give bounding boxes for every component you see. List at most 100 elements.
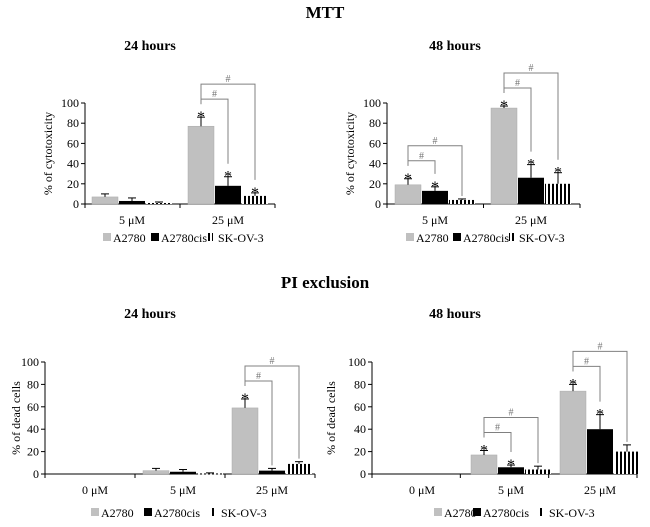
legend-swatch-sk-ov-3: [211, 508, 216, 516]
section-title-pi-exclusion: PI exclusion: [281, 273, 370, 292]
bar-sk-ov-3: [614, 451, 640, 474]
bar-a2780: [91, 196, 119, 205]
y-axis-label: % of dead cells: [324, 381, 338, 455]
significance-star: *: [480, 442, 488, 459]
y-tick-label: 20: [27, 445, 39, 459]
x-tick-label: 0 μM: [409, 483, 435, 497]
x-tick-label: 25 μM: [584, 483, 616, 497]
significance-bracket: [407, 160, 436, 174]
bracket-label: #: [584, 356, 589, 367]
legend-label: A2780cis: [483, 506, 529, 520]
y-tick-label: 20: [67, 177, 79, 191]
y-tick-label: 40: [67, 157, 79, 171]
x-tick-label: 5 μM: [170, 483, 196, 497]
bar-a2780: [490, 107, 518, 205]
y-tick-label: 20: [354, 445, 366, 459]
legend-swatch-a2780cis: [473, 508, 481, 516]
chart-title: 24 hours: [124, 39, 176, 54]
bar-sk-ov-3: [146, 202, 172, 204]
x-tick-label: 25 μM: [212, 213, 244, 227]
bar-a2780cis: [259, 470, 285, 474]
bar-sk-ov-3: [286, 463, 312, 474]
chart-title: 48 hours: [429, 307, 481, 322]
bar-a2780cis: [498, 467, 524, 474]
y-tick-label: 80: [27, 377, 39, 391]
y-tick-label: 0: [73, 197, 79, 211]
x-tick-label: 0 μM: [82, 483, 108, 497]
bracket-label: #: [270, 356, 275, 367]
x-tick-label: 25 μM: [256, 483, 288, 497]
bar-a2780: [559, 390, 587, 475]
significance-star: *: [569, 376, 577, 393]
bar-a2780cis: [587, 429, 613, 474]
bar-a2780cis: [422, 190, 448, 204]
bracket-label: #: [256, 371, 261, 382]
significance-bracket: [244, 365, 300, 459]
bar-a2780: [142, 470, 170, 475]
y-axis-label: % of dead cells: [9, 381, 23, 455]
bar-sk-ov-3: [525, 469, 551, 474]
significance-star: *: [500, 98, 508, 115]
y-tick-label: 60: [354, 400, 366, 414]
y-tick-label: 60: [67, 136, 79, 150]
legend-swatch-sk-ov-3: [539, 508, 544, 516]
y-tick-label: 40: [27, 422, 39, 436]
significance-star: *: [197, 109, 205, 126]
bar-sk-ov-3: [197, 473, 223, 475]
x-tick-label: 5 μM: [498, 483, 524, 497]
bar-sk-ov-3: [449, 199, 475, 204]
significance-star: *: [224, 169, 232, 186]
bracket-label: #: [495, 422, 500, 433]
y-tick-label: 100: [363, 96, 381, 110]
legend-label: SK-OV-3: [221, 506, 267, 520]
y-axis-label: % of cytotoxicity: [343, 112, 357, 195]
legend-swatch-a2780cis: [151, 233, 159, 241]
bracket-label: #: [226, 74, 231, 85]
significance-star: *: [596, 407, 604, 424]
bracket-label: #: [529, 63, 534, 74]
legend-swatch-sk-ov-3: [509, 233, 514, 241]
significance-star: *: [554, 165, 562, 182]
bracket-label: #: [509, 407, 514, 418]
significance-bracket: [503, 72, 559, 160]
bar-a2780: [231, 407, 259, 475]
section-title-mtt: MTT: [306, 3, 345, 22]
bracket-label: #: [598, 341, 603, 352]
y-tick-label: 40: [369, 157, 381, 171]
legend-label: A2780: [444, 506, 477, 520]
significance-star: *: [404, 171, 412, 188]
legend-label: SK-OV-3: [218, 231, 264, 245]
significance-star: *: [431, 179, 439, 196]
legend-label: A2780cis: [463, 231, 509, 245]
y-tick-label: 0: [375, 197, 381, 211]
y-axis-label: % of cytotoxicity: [41, 112, 55, 195]
y-tick-label: 100: [61, 96, 79, 110]
significance-star: *: [527, 157, 535, 174]
significance-bracket: [483, 431, 512, 453]
bracket-label: #: [419, 151, 424, 162]
bar-a2780cis: [119, 200, 145, 204]
significance-bracket: [572, 350, 628, 442]
legend-label: A2780: [101, 506, 134, 520]
legend-label: A2780cis: [154, 506, 200, 520]
bracket-label: #: [433, 136, 438, 147]
y-tick-label: 100: [21, 355, 39, 369]
significance-bracket: [407, 145, 463, 196]
bar-sk-ov-3: [242, 195, 268, 204]
significance-star: *: [251, 185, 259, 202]
legend-swatch-a2780: [434, 508, 442, 516]
y-tick-label: 40: [354, 422, 366, 436]
bracket-label: #: [515, 78, 520, 89]
chart-title: 48 hours: [429, 39, 481, 54]
legend-swatch-sk-ov-3: [208, 233, 213, 241]
significance-bracket: [200, 83, 256, 180]
chart-panel-3: 24 hours 0 20 40 60 80 100 % of dead cells 0 μM 5…: [9, 307, 316, 520]
chart-panel-1: 24 hours 0 20 40 60 80 100 % of cytotoxicity 5 μ…: [41, 39, 276, 245]
legend-swatch-a2780: [103, 233, 111, 241]
y-tick-label: 80: [369, 116, 381, 130]
y-tick-label: 100: [348, 355, 366, 369]
y-tick-label: 0: [360, 467, 366, 481]
significance-star: *: [507, 457, 515, 474]
bar-a2780cis: [170, 471, 196, 474]
y-tick-label: 60: [27, 400, 39, 414]
